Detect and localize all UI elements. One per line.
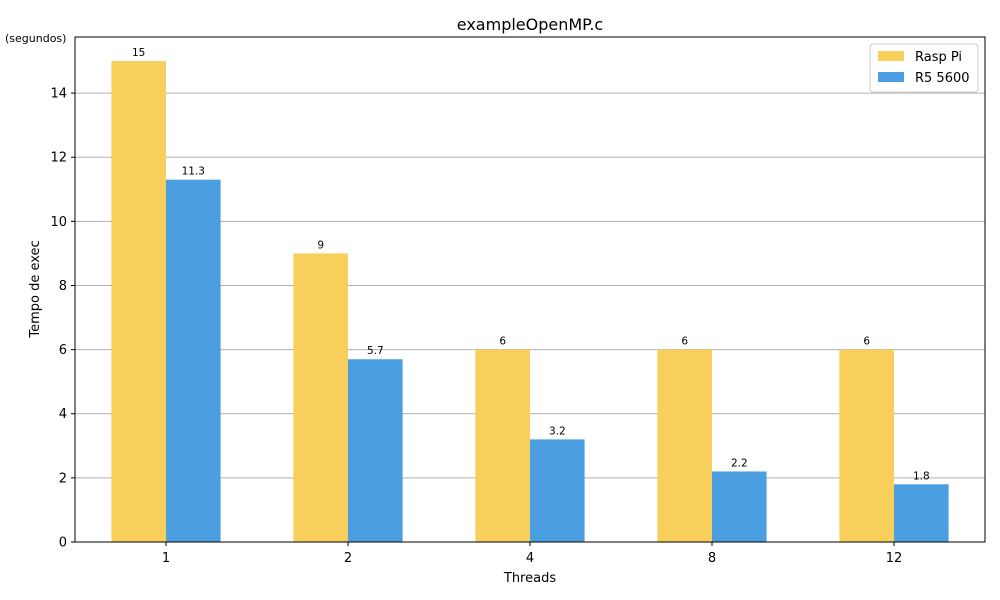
bar-rasp-pi-8 xyxy=(657,349,712,542)
chart-title: exampleOpenMP.c xyxy=(457,15,603,34)
y-axis-ticks: 0 2 4 6 8 10 12 14 xyxy=(50,87,75,551)
x-tick-label: 12 xyxy=(886,551,903,566)
y-tick-label: 4 xyxy=(59,407,67,422)
y-tick-label: 2 xyxy=(59,471,67,486)
value-label-r5-5600-4: 3.2 xyxy=(549,425,566,437)
bar-rasp-pi-4 xyxy=(475,349,530,542)
legend-swatch-r5-5600 xyxy=(878,72,904,82)
y-tick-label: 10 xyxy=(50,215,67,230)
x-axis-label: Threads xyxy=(503,571,556,586)
y-tick-label: 12 xyxy=(50,151,67,166)
bar-r5-5600-4 xyxy=(530,439,585,542)
bar-r5-5600-8 xyxy=(712,471,767,542)
legend: Rasp Pi R5 5600 xyxy=(869,43,979,93)
value-label-rasp-pi-1: 15 xyxy=(132,47,145,59)
value-label-r5-5600-8: 2.2 xyxy=(731,457,748,469)
bar-r5-5600-12 xyxy=(894,484,949,542)
bar-rasp-pi-2 xyxy=(293,253,348,542)
value-label-r5-5600-12: 1.8 xyxy=(913,470,930,482)
y-tick-label: 6 xyxy=(59,343,67,358)
x-tick-label: 1 xyxy=(162,551,170,566)
bars xyxy=(111,61,949,543)
y-tick-label: 0 xyxy=(59,536,67,551)
y-unit-label: (segundos) xyxy=(5,32,66,45)
value-labels: 15 11.3 9 5.7 6 3.2 6 2.2 6 1.8 xyxy=(132,47,930,482)
x-tick-label: 4 xyxy=(526,551,534,566)
value-label-rasp-pi-8: 6 xyxy=(681,336,688,348)
bar-rasp-pi-1 xyxy=(111,61,166,543)
value-label-rasp-pi-4: 6 xyxy=(499,336,506,348)
bar-rasp-pi-12 xyxy=(839,349,894,542)
bar-r5-5600-1 xyxy=(166,179,221,542)
x-tick-label: 8 xyxy=(708,551,716,566)
legend-swatch-rasp-pi xyxy=(878,51,904,61)
value-label-r5-5600-2: 5.7 xyxy=(367,345,384,357)
value-label-r5-5600-1: 11.3 xyxy=(182,166,205,178)
value-label-rasp-pi-12: 6 xyxy=(863,336,870,348)
y-axis-label: Tempo de exec xyxy=(28,240,43,338)
bar-r5-5600-2 xyxy=(348,359,403,542)
value-label-rasp-pi-2: 9 xyxy=(317,239,324,251)
y-tick-label: 14 xyxy=(50,87,67,102)
y-tick-label: 8 xyxy=(59,279,67,294)
legend-label-rasp-pi: Rasp Pi xyxy=(915,50,962,65)
x-axis-ticks: 1 2 4 8 12 xyxy=(162,542,902,566)
legend-label-r5-5600: R5 5600 xyxy=(915,71,970,86)
x-tick-label: 2 xyxy=(344,551,352,566)
